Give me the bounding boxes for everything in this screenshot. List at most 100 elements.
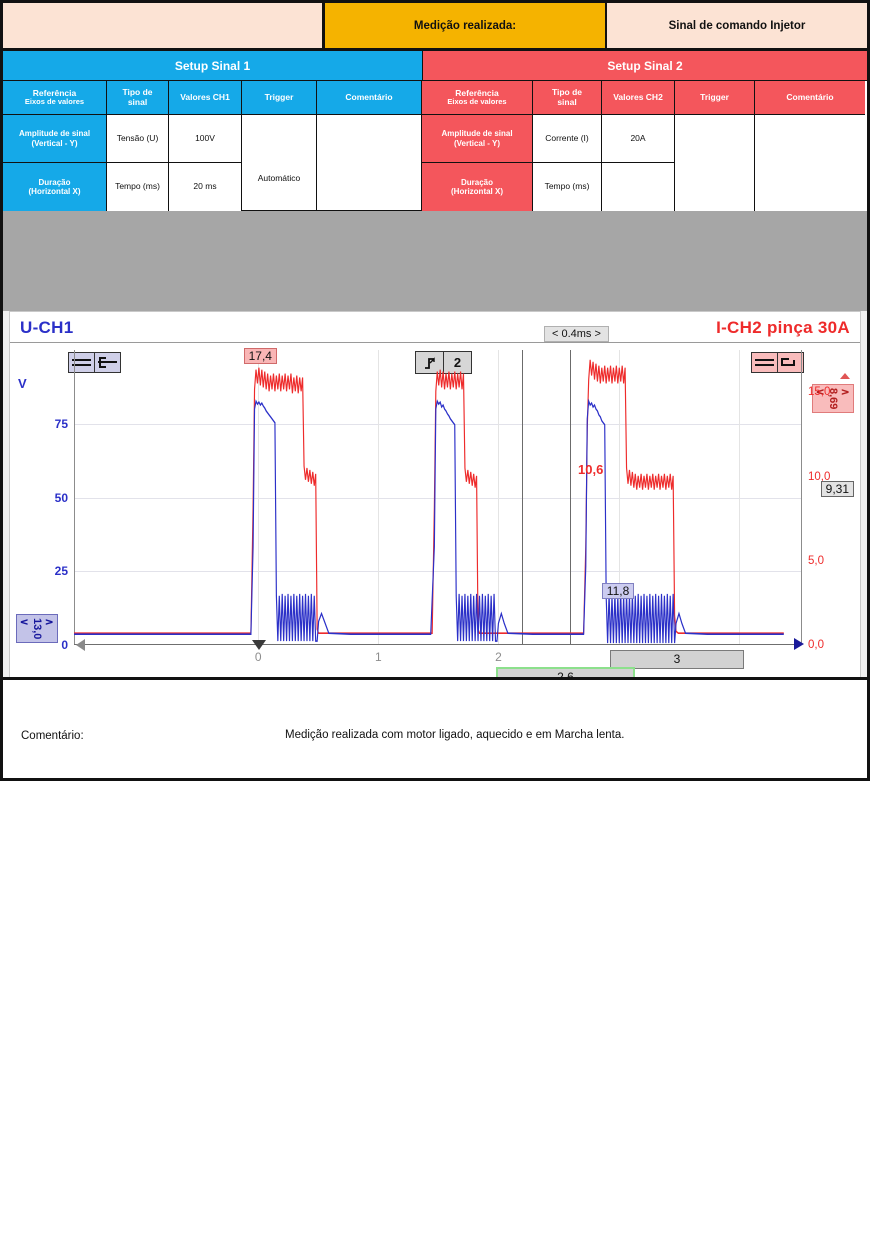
cell-ch2-tipo-1: Tempo (ms) (533, 163, 602, 211)
ch2-hold-value-label: 10,6 (578, 462, 604, 477)
zero-level-arrow-icon (794, 638, 804, 650)
cell-sublabel: (Vertical - Y) (31, 138, 78, 148)
header-sub: sinal (557, 96, 577, 107)
ytick-left-50: 50 (54, 490, 68, 505)
header-ch2-referencia: Referência Eixos de valores (422, 81, 533, 115)
setup2-group-title: Setup Sinal 2 (423, 51, 867, 81)
right-axis (801, 350, 802, 645)
setup-group-row: Setup Sinal 1 Setup Sinal 2 (3, 51, 867, 81)
scope-container: U-CH1 I-CH2 pinça 30A < 0.4ms > (3, 311, 867, 712)
measure-bar-top[interactable]: 3 (610, 650, 744, 669)
cell-label: Duração (38, 177, 71, 187)
header-ch1-tipo: Tipo de sinal (107, 81, 169, 115)
bottom-axis (74, 644, 802, 645)
gridline-x4 (738, 350, 740, 645)
header-ch1-comentario: Comentário (317, 81, 422, 115)
ch2-offset-arrow-icon (840, 373, 850, 379)
ytick-left-0: 0 (61, 638, 68, 652)
gridline-x1 (378, 350, 380, 645)
comment-block: Comentário: Medição realizada com motor … (0, 677, 870, 781)
cell-ch1-trigger: Automático (242, 115, 317, 211)
title-blank-cell (3, 3, 325, 48)
comment-text: Medição realizada com motor ligado, aque… (285, 729, 625, 741)
cursor-value-badge: 9,31 (820, 481, 854, 498)
column-header-row: Referência Eixos de valores Tipo de sina… (3, 81, 867, 115)
setup1-group-title: Setup Sinal 1 (3, 51, 423, 81)
title-row: Medição realizada: Sinal de comando Inje… (3, 3, 867, 51)
gridline-y75 (74, 423, 802, 425)
xtick-0: 0 (254, 650, 262, 664)
cell-ch2-trigger-1 (675, 163, 755, 211)
cell-sublabel: (Vertical - Y) (453, 138, 501, 148)
measurement-report: Medição realizada: Sinal de comando Inje… (0, 0, 870, 715)
cell-ch1-tipo-0: Tensão (U) (107, 115, 169, 163)
cell-ch2-ref-duracao: Duração (Horizontal X) (422, 163, 533, 211)
header-ch1-trigger: Trigger (242, 81, 317, 115)
dc-coupling-icon (69, 353, 94, 372)
cell-ch1-tipo-1: Tempo (ms) (107, 163, 169, 211)
header-ch2-valores: Valores CH2 (602, 81, 675, 115)
gridline-y50 (74, 497, 802, 499)
ch1-offset-value: 13,0 (31, 617, 43, 639)
cell-label: Duração (460, 177, 493, 187)
trigger-position-marker-icon[interactable] (252, 640, 267, 650)
ytick-left-75: 75 (54, 416, 68, 431)
left-axis (74, 350, 75, 645)
cell-ch2-valor-1 (602, 163, 675, 211)
ch2-peak-badge: 17,4 (243, 348, 277, 364)
cell-label: Amplitude de sinal (441, 129, 513, 139)
header-title: Tipo de (122, 87, 153, 98)
cell-ch1-comentario (317, 115, 422, 211)
header-sub: Eixos de valores (447, 97, 507, 107)
cursor-b[interactable] (570, 350, 572, 645)
plot-area: 75 50 25 0 15,0 10,0 5,0 0,0 0 1 2 3 4 (55, 348, 854, 664)
channel2-label: I-CH2 pinça 30A (716, 318, 850, 337)
cell-ch1-valor-1: 20 ms (169, 163, 242, 211)
gridline-y25 (74, 571, 802, 573)
cell-ch1-ref-duracao: Duração (Horizontal X) (3, 163, 107, 211)
trigger-source-channel: 2 (443, 352, 471, 373)
header-ch2-comentario: Comentário (755, 81, 865, 115)
header-ch1-referencia: Referência Eixos de valores (3, 81, 107, 115)
ytick-right-5: 5,0 (808, 554, 824, 567)
cell-ch2-ref-amplitude: Amplitude de sinal (Vertical - Y) (422, 115, 533, 163)
cursor-a[interactable] (522, 350, 524, 645)
ch1-voltage-trace (74, 398, 784, 644)
table-row: Amplitude de sinal (Vertical - Y) Tensão… (3, 115, 867, 211)
ch2-coupling-icon[interactable] (751, 352, 804, 373)
ch1-coupling-icon[interactable] (68, 352, 121, 373)
cell-ch2-tipo-0: Corrente (I) (533, 115, 602, 163)
ch1-offset-tag[interactable]: ∧ 13,0 ∨ (16, 613, 58, 643)
header-title: Referência (32, 87, 77, 98)
header-ch2-tipo: Tipo de sinal (533, 81, 602, 115)
ytick-right-0: 0,0 (808, 639, 824, 651)
ytick-right-10: 10,0 (808, 470, 831, 483)
gridline-x3 (618, 350, 620, 645)
waveform-svg (74, 359, 784, 644)
header-sub: Eixos de valores (24, 97, 85, 107)
ch1-invert-icon (94, 353, 120, 372)
gridline-x0 (258, 350, 260, 645)
cell-sublabel: (Horizontal X) (451, 187, 503, 196)
scope-gray-band (3, 211, 867, 311)
ch1-zero-marker-icon[interactable] (76, 639, 85, 651)
header-title: Referência (455, 87, 499, 98)
cell-ch1-valor-0: 100V (169, 115, 242, 163)
measurement-value: Sinal de comando Injetor (607, 3, 867, 48)
cell-label: Amplitude de sinal (18, 129, 91, 139)
ch2-offset-value: 8,69 (827, 388, 839, 410)
oscilloscope-plot: U-CH1 I-CH2 pinça 30A < 0.4ms > (9, 311, 861, 706)
ch2-offset-tag[interactable]: ∧ 8,69 ∨ (812, 384, 854, 414)
header-ch1-valores: Valores CH1 (169, 81, 242, 115)
header-title: Tipo de (551, 87, 583, 98)
measurement-label: Medição realizada: (325, 3, 607, 48)
cell-ch2-valor-0: 20A (602, 115, 675, 163)
trigger-edge-icon (416, 352, 443, 373)
ch1-hold-badge: 11,8 (601, 583, 635, 600)
dc-coupling-icon (752, 353, 777, 372)
channel1-label: U-CH1 (20, 318, 74, 337)
cell-sublabel: (Horizontal X) (28, 187, 81, 196)
xtick-2: 2 (495, 650, 502, 664)
cell-ch2-comentario-1 (755, 163, 865, 211)
